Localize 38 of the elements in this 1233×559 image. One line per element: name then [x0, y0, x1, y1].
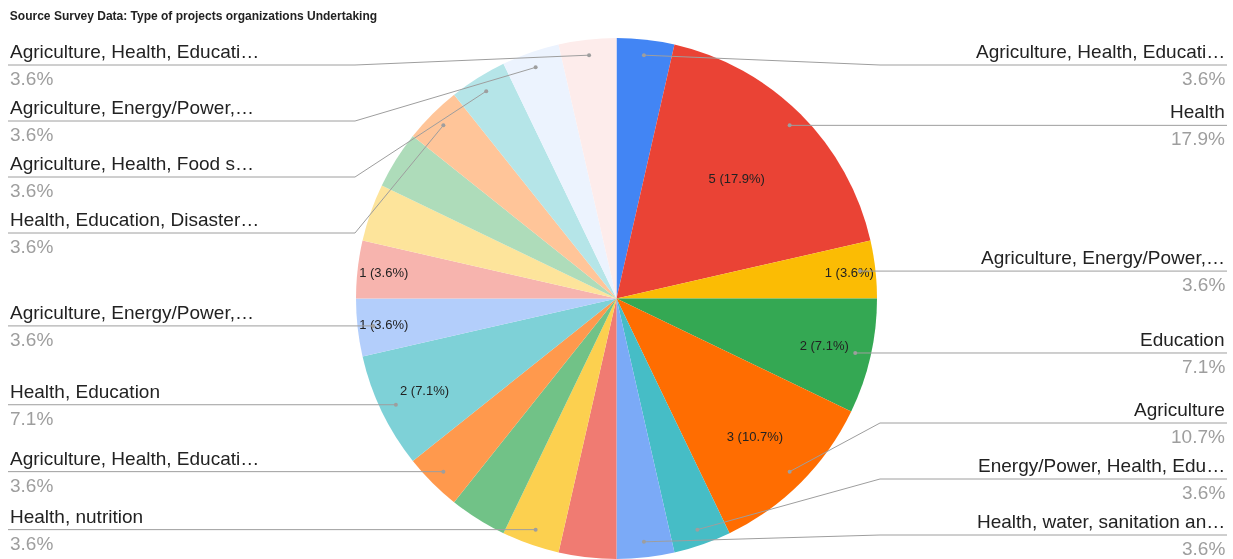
slice-label: Agriculture, Health, Educati… 3.6%	[976, 41, 1226, 89]
slice-label: Energy/Power, Health, Edu… 3.6%	[978, 455, 1226, 503]
slice-label: Health 17.9%	[1170, 101, 1225, 149]
slice-label: Agriculture, Energy/Power,… 3.6%	[10, 302, 254, 350]
chart-title: Source Survey Data: Type of projects organizations Undertaking	[9, 9, 378, 24]
pie-slice	[558, 298, 617, 559]
pie-slice	[412, 298, 617, 503]
pie-slice	[454, 63, 617, 299]
pie-slice	[503, 44, 617, 299]
slice-label: Agriculture, Health, Educati… 3.6%	[10, 41, 260, 89]
slice-label: Health, water, sanitation an… 3.6%	[977, 511, 1226, 559]
data-label: 1 (3.6%)	[359, 264, 409, 280]
data-label: 5 (17.9%)	[708, 170, 765, 186]
pie-slice	[454, 298, 617, 534]
data-label: 1 (3.6%)	[359, 317, 409, 333]
slice-label: Health, Education, Disaster… 3.6%	[10, 209, 260, 257]
pie-slice	[356, 240, 617, 299]
pie-slice	[616, 298, 877, 412]
slice-label: Health, Education 7.1%	[10, 381, 160, 429]
slice-label: Agriculture, Health, Food s… 3.6%	[10, 153, 254, 201]
pie-slice	[558, 38, 617, 299]
slice-label: Agriculture, Energy/Power,… 3.6%	[981, 247, 1226, 295]
data-label: 2 (7.1%)	[399, 383, 450, 399]
data-label: 2 (7.1%)	[799, 338, 849, 354]
slice-label: Agriculture, Energy/Power,… 3.6%	[10, 97, 254, 145]
slice-label: Agriculture 10.7%	[1134, 399, 1225, 447]
pie-slice	[616, 44, 871, 299]
slice-label: Education 7.1%	[1140, 329, 1226, 377]
slice-label: Health, nutrition 3.6%	[10, 506, 144, 554]
data-label: 1 (3.6%)	[824, 264, 874, 280]
pie-slice	[412, 94, 617, 299]
pie-slice	[503, 298, 617, 553]
data-label: 3 (10.7%)	[726, 429, 784, 445]
pie-slice	[616, 240, 877, 299]
pie-slice	[362, 298, 617, 461]
pie-slice	[362, 185, 617, 299]
slice-label: Agriculture, Health, Educati… 3.6%	[10, 448, 260, 496]
pie-slice	[616, 298, 852, 534]
